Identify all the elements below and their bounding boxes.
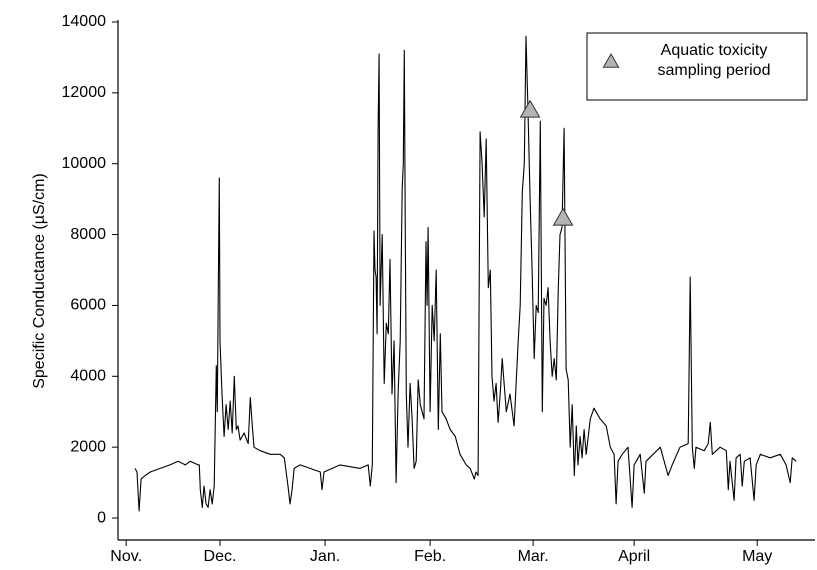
sampling-marker xyxy=(519,99,541,118)
y-tick-label: 14000 xyxy=(62,13,107,30)
y-tick-label: 4000 xyxy=(70,368,106,385)
x-tick-label: May xyxy=(742,548,772,565)
x-tick-label: Mar. xyxy=(518,548,549,565)
sampling-marker xyxy=(552,207,574,226)
legend-label: Aquatic toxicity sampling period xyxy=(657,42,771,79)
x-tick-label: Dec. xyxy=(204,548,237,565)
data-line xyxy=(134,35,797,512)
legend-box xyxy=(586,32,808,101)
y-axis-label: Specific Conductance (µS/cm) xyxy=(31,173,48,389)
x-tick-label: Jan. xyxy=(310,548,340,565)
y-tick-label: 10000 xyxy=(62,155,107,172)
y-tick-label: 8000 xyxy=(70,226,106,243)
x-tick-label: April xyxy=(618,548,650,565)
x-tick-label: Nov. xyxy=(110,548,142,565)
y-tick-label: 12000 xyxy=(62,84,107,101)
y-tick-label: 0 xyxy=(97,509,106,526)
legend-symbol xyxy=(602,52,620,68)
y-tick-label: 2000 xyxy=(70,438,106,455)
x-tick-label: Feb. xyxy=(414,548,446,565)
y-tick-label: 6000 xyxy=(70,297,106,314)
